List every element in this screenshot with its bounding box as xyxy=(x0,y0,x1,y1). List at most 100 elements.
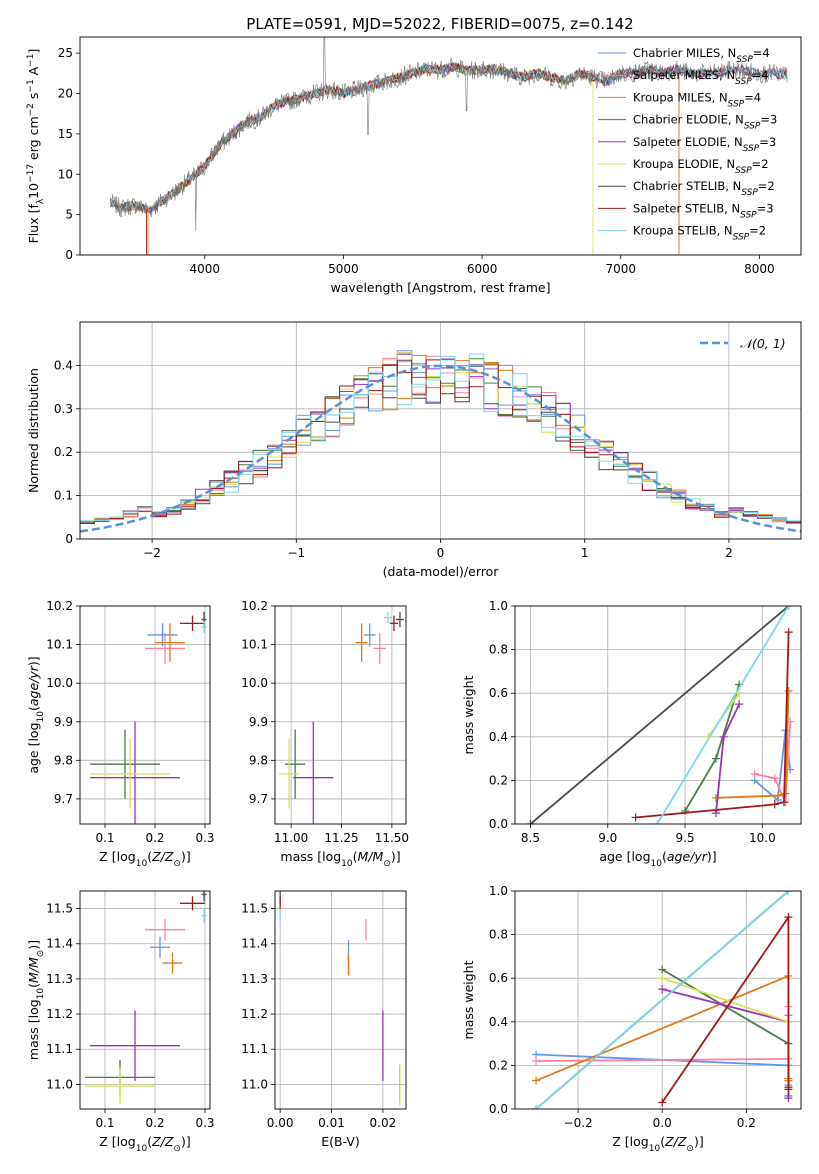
x-axis-label: mass [log10(M/M⊙)] xyxy=(280,849,400,869)
series-marker xyxy=(750,769,759,778)
series-marker xyxy=(784,687,793,696)
series-marker xyxy=(631,813,640,822)
spectrum-panel: 4000 5000 6000 7000 8000 0 5 10 15 20 25 wavelength… xyxy=(26,36,802,295)
x-tick-label: 0.2 xyxy=(145,831,164,845)
mass_weight_vs_Z-panel: −0.2 0.0 0.2 0.0 0.2 0.4 0.6 0.8 1.0 Z [log10(Z/Z… xyxy=(461,884,802,1154)
y-tick-label: 9.8 xyxy=(54,753,73,767)
legend-label: 𝒩(0, 1) xyxy=(740,336,786,351)
age_vs_Z-panel: 0.1 0.2 0.3 9.7 9.8 9.9 10.0 10.1 10.2 Z [log10(Z… xyxy=(26,599,215,869)
series-line xyxy=(715,690,790,799)
spectrum-legend: Chabrier MILES, NSSP=4 Salpeter MILES, NS… xyxy=(598,46,777,243)
y-tick-label: 11.3 xyxy=(46,972,73,986)
series-marker xyxy=(658,974,667,983)
y-tick-label: 1.0 xyxy=(489,884,508,898)
mass_vs_Z-plot-area xyxy=(80,891,210,1109)
y-tick-label: 9.7 xyxy=(54,792,73,806)
x-tick-label: 0.1 xyxy=(95,1116,114,1130)
y-tick-label: 11.0 xyxy=(241,1077,268,1091)
legend-label: Kroupa MILES, NSSP=4 xyxy=(633,90,761,109)
series-marker xyxy=(770,774,779,783)
y-tick-label: 11.5 xyxy=(241,902,268,916)
errorbar-kroupa-miles xyxy=(162,952,183,974)
age_vs_mass-panel: 11.00 11.25 11.50 9.7 9.8 9.9 10.0 10.1 10.2 mass… xyxy=(241,599,409,869)
errorbar-kroupa-stelib xyxy=(201,621,207,634)
y-tick-label: 0.1 xyxy=(54,489,73,503)
y-tick-label: 10.2 xyxy=(46,599,73,613)
errorbar-salpeter-miles xyxy=(373,633,386,664)
residuals-panel: −2 −1 0 1 2 0 0.1 0.2 0.3 0.4 (data-model)/error No… xyxy=(26,321,802,579)
series-marker xyxy=(658,1098,667,1107)
y-tick-label: 10.0 xyxy=(46,676,73,690)
y-axis-label: age [log10(age/yr)] xyxy=(26,656,46,773)
errorbar-chabrier-elodie xyxy=(285,729,306,799)
y-tick-label: 0.4 xyxy=(489,730,508,744)
errorbar-salpeter-elodie xyxy=(293,721,334,824)
x-tick-label: 0.01 xyxy=(318,1116,345,1130)
axes-frame xyxy=(79,321,802,540)
y-tick-label: 0.6 xyxy=(489,686,508,700)
series-marker xyxy=(784,606,793,610)
axes-frame xyxy=(79,605,211,825)
x-tick-label: 0.1 xyxy=(95,831,114,845)
mass_vs_Z-panel: 0.1 0.2 0.3 11.0 11.1 11.2 11.3 11.4 11.5 Z [log1… xyxy=(26,890,215,1154)
y-axis-label: mass weight xyxy=(461,675,476,754)
errorbar-kroupa-elodie xyxy=(90,739,170,809)
axes-frame xyxy=(79,890,211,1110)
mass_weight_vs_age-panel: 8.5 9.0 9.5 10.0 0.0 0.2 0.4 0.6 0.8 1.0 age [log1… xyxy=(461,599,802,869)
series-marker xyxy=(773,791,782,800)
series-marker xyxy=(770,800,779,809)
mass_vs_ebv-plot-area xyxy=(275,891,406,1109)
series-line xyxy=(661,988,790,1099)
axes-frame xyxy=(79,36,802,256)
x-tick-label: 0.3 xyxy=(195,1116,214,1130)
legend-label: Chabrier MILES, NSSP=4 xyxy=(633,46,770,65)
axes-frame xyxy=(514,890,802,1110)
y-tick-label: 11.2 xyxy=(46,1007,73,1021)
series-kroupa-stelib xyxy=(532,891,793,1109)
y-tick-label: 15 xyxy=(58,127,73,141)
series-marker xyxy=(532,1057,541,1066)
errorbar-salpeter-stelib xyxy=(180,896,205,911)
x-tick-label: −1 xyxy=(287,546,305,560)
x-axis-label: Z [log10(Z/Z⊙)] xyxy=(99,1134,190,1154)
x-tick-label: −2 xyxy=(143,546,161,560)
y-axis-label: mass [log10(M/M⊙)] xyxy=(26,940,46,1060)
errorbar-salpeter-elodie xyxy=(90,1010,180,1081)
errorbar-salpeter-elodie xyxy=(90,721,180,824)
y-axis-label: Flux [fλ10−17 erg cm−2 s−1 A−1] xyxy=(26,49,46,244)
legend-label: Kroupa ELODIE, NSSP=2 xyxy=(633,157,769,176)
y-tick-label: 11.2 xyxy=(241,1007,268,1021)
y-tick-label: 1.0 xyxy=(489,599,508,613)
series-marker xyxy=(784,1083,793,1092)
x-tick-label: 2 xyxy=(725,546,733,560)
series-salpeter-miles xyxy=(750,717,795,807)
x-tick-label: 5000 xyxy=(328,262,359,276)
legend-label: Salpeter STELIB, NSSP=3 xyxy=(633,201,774,220)
x-tick-label: 10.0 xyxy=(749,831,776,845)
legend-label: Kroupa STELIB, NSSP=2 xyxy=(633,224,766,243)
x-tick-label: 11.00 xyxy=(274,831,308,845)
errorbar-kroupa-miles xyxy=(355,623,368,662)
series-marker xyxy=(711,754,720,763)
y-tick-label: 10.0 xyxy=(241,676,268,690)
mass_vs_ebv-panel: 0.00 0.01 0.02 11.0 11.1 11.2 11.3 11.4 11.5 E(B-… xyxy=(241,890,407,1149)
y-tick-label: 0.6 xyxy=(489,971,508,985)
x-tick-label: 4000 xyxy=(190,262,221,276)
y-tick-label: 11.1 xyxy=(241,1042,268,1056)
series-marker xyxy=(781,789,790,798)
series-marker xyxy=(532,1105,541,1109)
model-spectrum-kroupa-elodie xyxy=(110,63,594,255)
series-marker xyxy=(784,1094,793,1103)
y-tick-label: 0.0 xyxy=(489,817,508,831)
x-axis-label: (data-model)/error xyxy=(383,564,500,579)
errorbar-kroupa-elodie xyxy=(85,1068,155,1104)
y-tick-label: 0.4 xyxy=(489,1015,508,1029)
y-tick-label: 11.3 xyxy=(241,972,268,986)
y-tick-label: 9.8 xyxy=(249,753,268,767)
age_vs_mass-plot-area xyxy=(275,606,406,824)
x-tick-label: 0.2 xyxy=(737,1116,756,1130)
legend-label: Salpeter ELODIE, NSSP=3 xyxy=(633,135,776,154)
observed-spectrum xyxy=(110,37,788,231)
y-tick-label: 9.9 xyxy=(249,715,268,729)
